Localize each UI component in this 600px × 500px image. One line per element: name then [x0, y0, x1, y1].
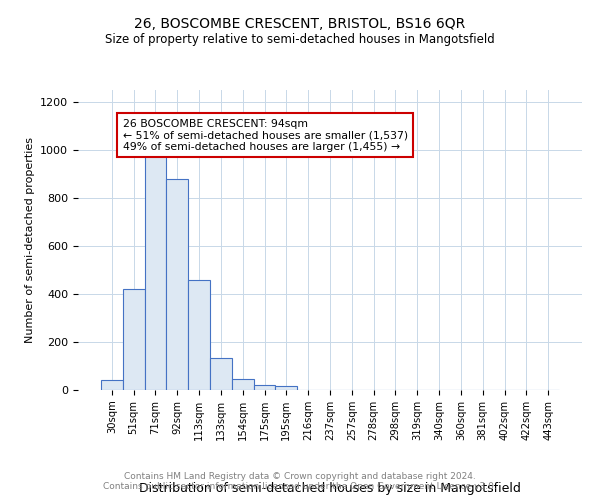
- Bar: [232, 379, 254, 390]
- Bar: [166, 179, 188, 390]
- Bar: [101, 380, 123, 390]
- Bar: [188, 280, 210, 390]
- Bar: [275, 386, 297, 390]
- Text: Contains public sector information licensed under the Open Government Licence v3: Contains public sector information licen…: [103, 482, 497, 491]
- Text: Contains HM Land Registry data © Crown copyright and database right 2024.: Contains HM Land Registry data © Crown c…: [124, 472, 476, 481]
- Text: 26 BOSCOMBE CRESCENT: 94sqm
← 51% of semi-detached houses are smaller (1,537)
49: 26 BOSCOMBE CRESCENT: 94sqm ← 51% of sem…: [123, 119, 408, 152]
- Text: Size of property relative to semi-detached houses in Mangotsfield: Size of property relative to semi-detach…: [105, 32, 495, 46]
- Bar: [145, 150, 166, 390]
- Text: 26, BOSCOMBE CRESCENT, BRISTOL, BS16 6QR: 26, BOSCOMBE CRESCENT, BRISTOL, BS16 6QR: [134, 18, 466, 32]
- Bar: [210, 358, 232, 390]
- X-axis label: Distribution of semi-detached houses by size in Mangotsfield: Distribution of semi-detached houses by …: [139, 482, 521, 495]
- Y-axis label: Number of semi-detached properties: Number of semi-detached properties: [25, 137, 35, 343]
- Bar: [254, 385, 275, 390]
- Bar: [123, 289, 145, 390]
